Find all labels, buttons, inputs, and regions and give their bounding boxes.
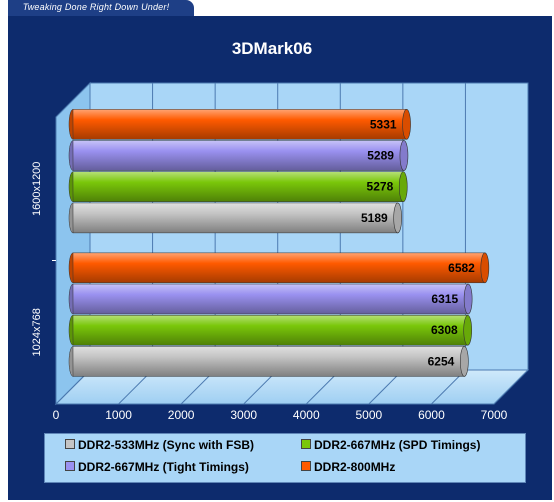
bar-ddr2-800mhz-0 bbox=[72, 109, 407, 140]
gridline-floor-7 bbox=[493, 369, 529, 405]
bar-ddr2-667mhz-tight-timings--1 bbox=[72, 283, 469, 315]
legend-swatch bbox=[301, 461, 311, 471]
legend-label: DDR2-800MHz bbox=[314, 460, 396, 474]
legend-label: DDR2-667MHz (SPD Timings) bbox=[314, 438, 481, 452]
bar-end-cap bbox=[460, 346, 469, 377]
legend-label: DDR2-667MHz (Tight Timings) bbox=[78, 460, 249, 474]
bar-ddr2-800mhz-1 bbox=[72, 252, 486, 284]
bar-ddr2-667mhz-spd-timings--0 bbox=[72, 171, 404, 202]
bar-ddr2-533mhz-sync-with-fsb--1 bbox=[72, 346, 465, 377]
data-label: 6315 bbox=[431, 292, 458, 306]
data-label: 5189 bbox=[361, 211, 388, 225]
x-tick-label: 5000 bbox=[356, 408, 383, 422]
chart-panel: 3DMark06 5331 5289 5278 5189 6582 6315 6308 625… bbox=[8, 16, 552, 500]
chart-legend: DDR2-533MHz (Sync with FSB) DDR2-667MHz (… bbox=[44, 433, 526, 483]
legend-item: DDR2-800MHz bbox=[301, 460, 395, 474]
site-banner-text: Tweaking Done Right Down Under! bbox=[22, 2, 170, 12]
bar-end-cap bbox=[399, 140, 409, 171]
bar-end-cap bbox=[402, 109, 411, 140]
x-tick-label: 3000 bbox=[230, 408, 257, 422]
legend-item: DDR2-533MHz (Sync with FSB) bbox=[65, 438, 254, 452]
bar-end-cap bbox=[393, 202, 402, 234]
x-tick-label: 1000 bbox=[105, 408, 132, 422]
legend-swatch bbox=[301, 439, 311, 449]
bar-end-cap bbox=[480, 252, 490, 284]
bar-chart: 3DMark06 5331 5289 5278 5189 6582 6315 6308 625… bbox=[31, 39, 530, 422]
bar-ddr2-533mhz-sync-with-fsb--0 bbox=[72, 202, 398, 234]
bar-ddr2-667mhz-tight-timings--0 bbox=[72, 140, 405, 171]
data-label: 5331 bbox=[370, 117, 397, 131]
bar-ddr2-667mhz-spd-timings--1 bbox=[72, 315, 468, 346]
bar-end-cap bbox=[398, 171, 408, 202]
legend-label: DDR2-533MHz (Sync with FSB) bbox=[78, 438, 255, 452]
data-label: 6308 bbox=[431, 323, 458, 337]
bar-end-cap bbox=[463, 314, 473, 346]
x-tick-label: 6000 bbox=[418, 408, 445, 422]
x-tick-label: 0 bbox=[53, 408, 60, 422]
y-category-label: 1600x1200 bbox=[31, 162, 43, 216]
x-tick-label: 4000 bbox=[293, 408, 320, 422]
chart-title: 3DMark06 bbox=[232, 39, 312, 58]
legend-swatch bbox=[65, 461, 75, 471]
legend-item: DDR2-667MHz (Tight Timings) bbox=[65, 460, 249, 474]
data-label: 6254 bbox=[428, 354, 455, 368]
data-label: 6582 bbox=[448, 261, 475, 275]
y-category-label: 1024x768 bbox=[31, 308, 43, 356]
x-tick-label: 2000 bbox=[168, 408, 195, 422]
bar-end-cap bbox=[463, 283, 473, 315]
data-label: 5289 bbox=[367, 149, 394, 163]
site-banner-tab: Tweaking Done Right Down Under! bbox=[8, 0, 194, 16]
x-tick-label: 7000 bbox=[481, 408, 508, 422]
legend-swatch bbox=[65, 439, 75, 449]
legend-item: DDR2-667MHz (SPD Timings) bbox=[301, 438, 480, 452]
data-label: 5278 bbox=[367, 180, 394, 194]
